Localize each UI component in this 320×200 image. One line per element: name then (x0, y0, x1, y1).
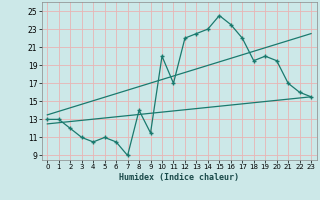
X-axis label: Humidex (Indice chaleur): Humidex (Indice chaleur) (119, 173, 239, 182)
